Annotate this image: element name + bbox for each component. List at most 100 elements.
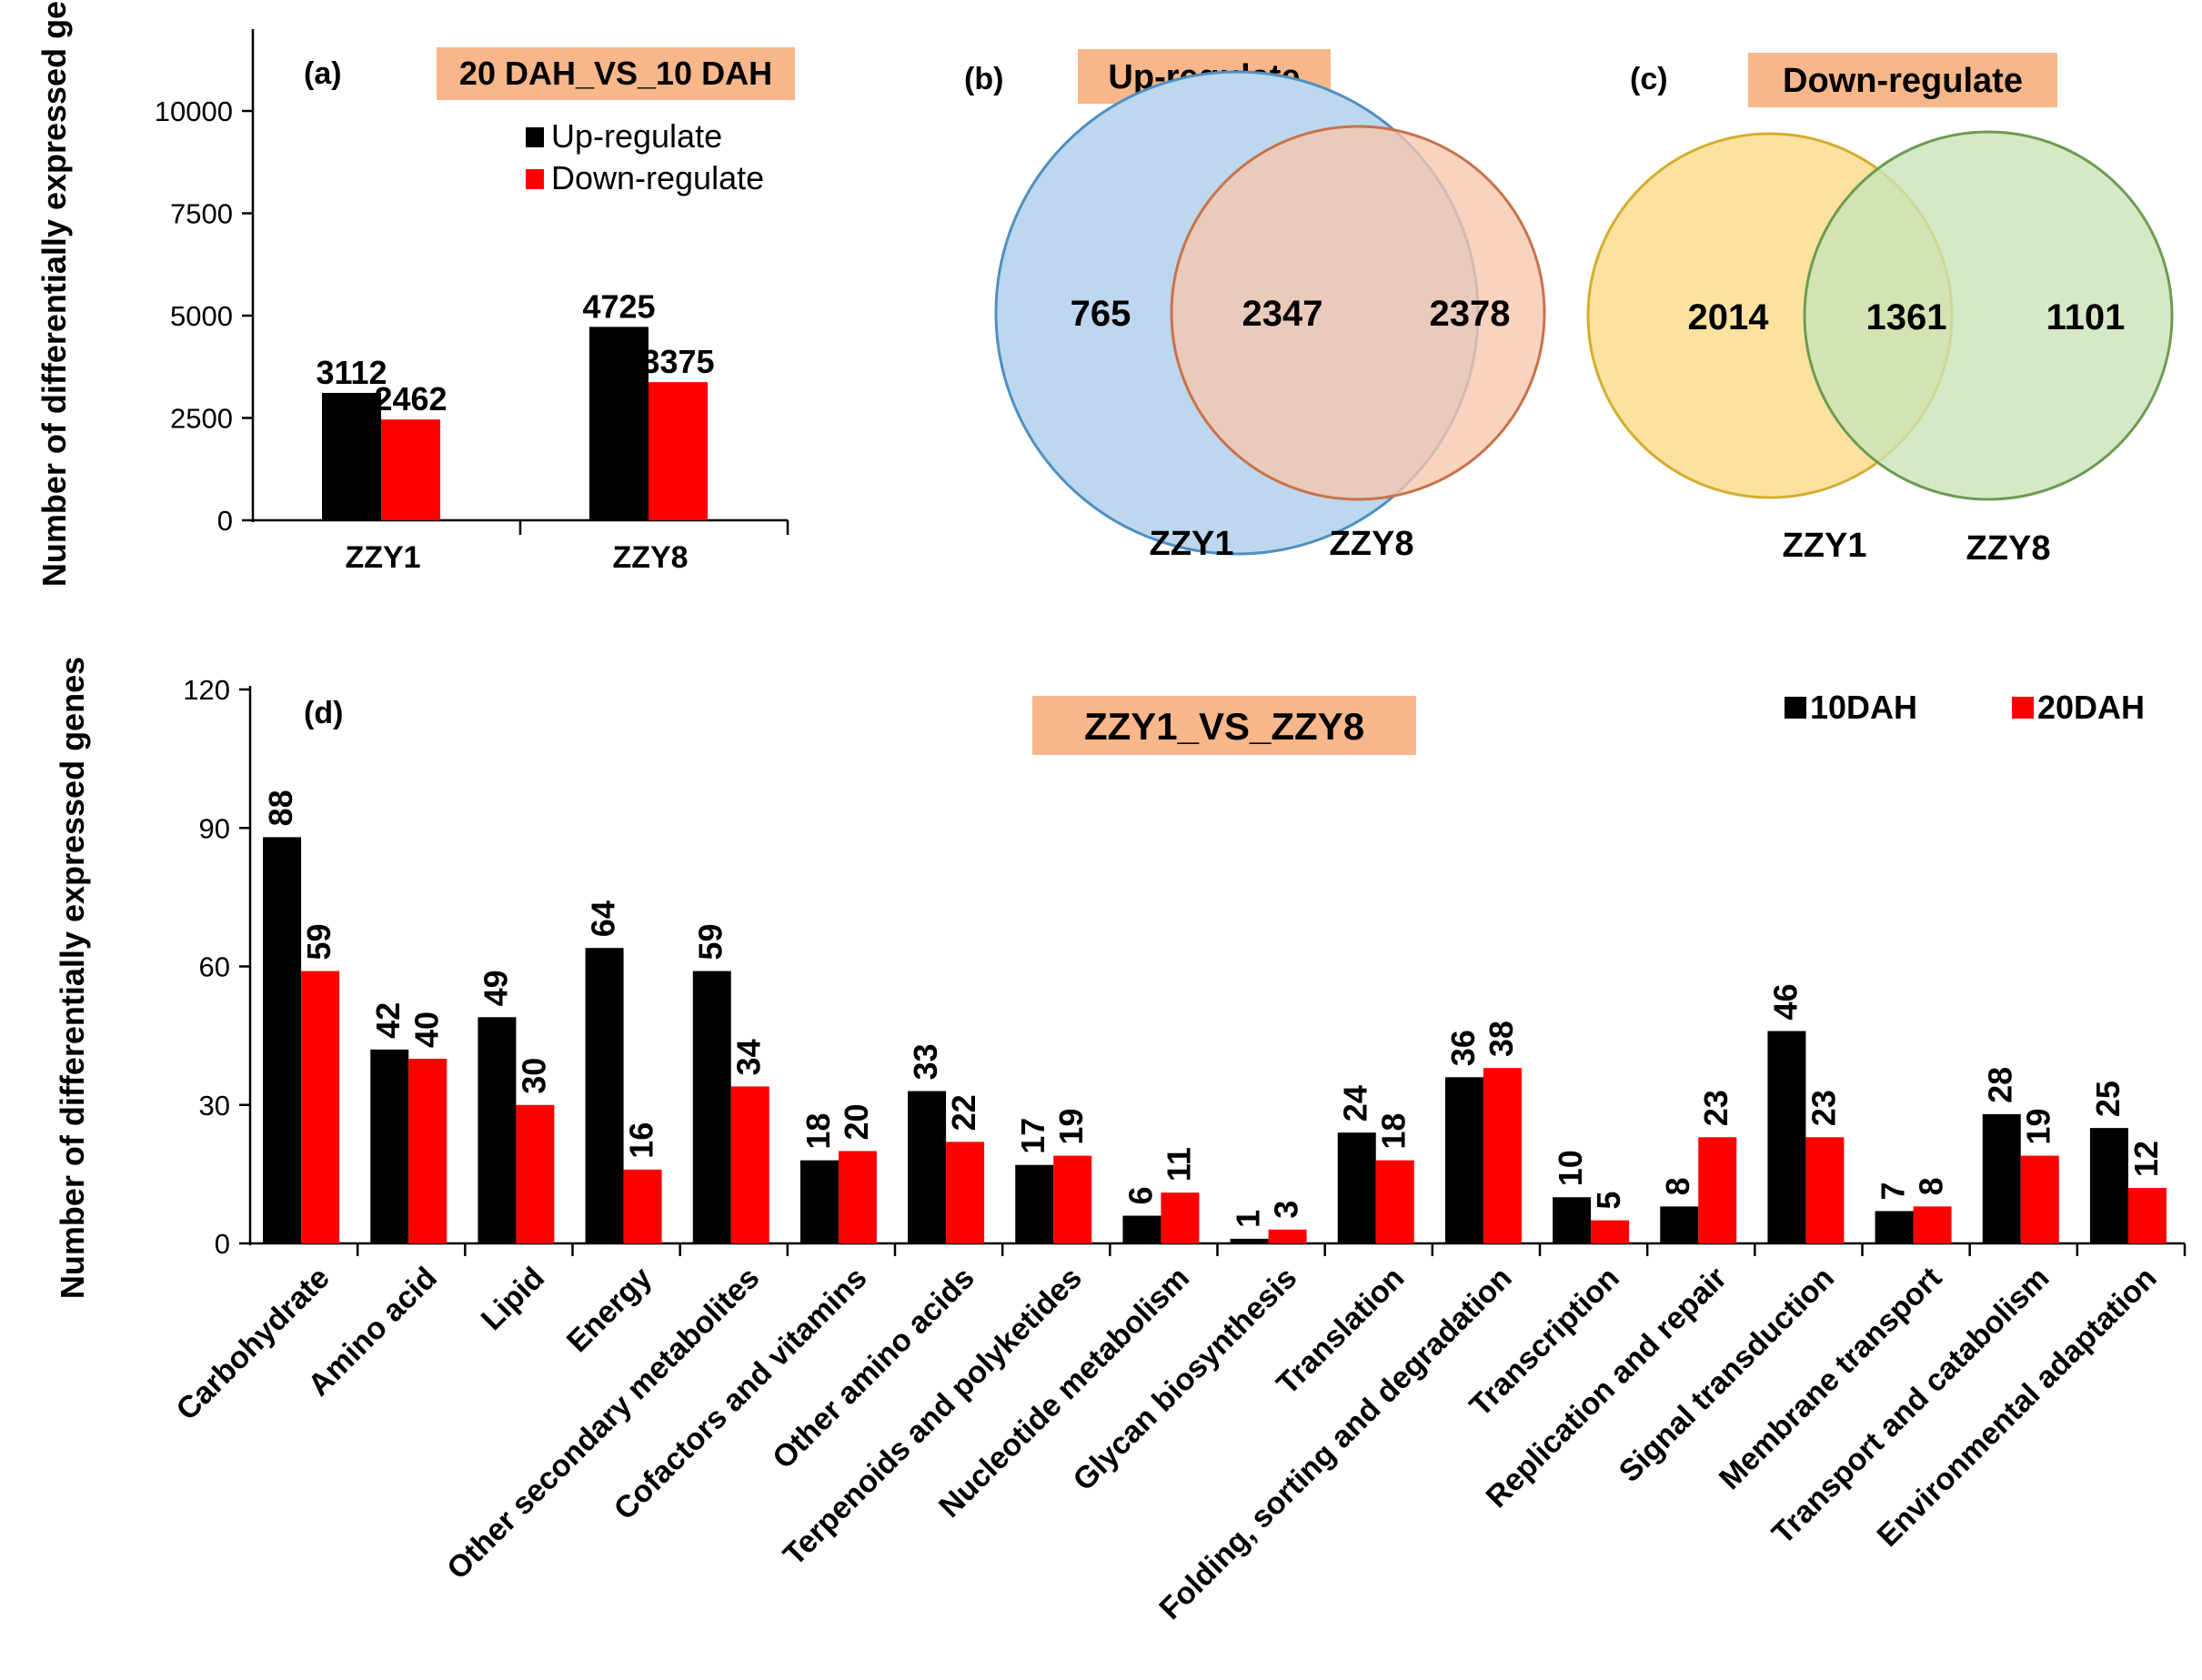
panel-d-bar: [1591, 1220, 1630, 1243]
panel-d-data-label: 10: [1552, 1150, 1589, 1186]
venn-b-overlap: 2347: [1242, 294, 1323, 334]
panel-d-bar: [1660, 1206, 1699, 1243]
panel-a-legend-label: Up-regulate: [551, 117, 722, 155]
panel-d-data-label: 20: [838, 1103, 875, 1140]
panel-d-bar: [1875, 1211, 1914, 1243]
panel-a-axes: 0 2500 5000 7500 10000 ZZY1 ZZY8: [155, 29, 789, 575]
venn-b-zzy1-only: 765: [1071, 294, 1131, 334]
panel-d-legend-label: 10DAH: [1810, 689, 1917, 726]
panel-a-legend-swatch: [526, 127, 544, 147]
panel-d-data-label: 8: [1913, 1177, 1950, 1195]
venn-b-set-label-zzy1: ZZY1: [1150, 525, 1234, 563]
panel-d-data-label: 16: [623, 1122, 660, 1159]
panel-d-data-label: 23: [1805, 1090, 1842, 1126]
panel-d-ytick-label: 60: [199, 951, 230, 983]
panel-d-bar: [301, 971, 340, 1243]
panel-d-title: ZZY1_VS_ZZY8: [1084, 705, 1364, 748]
panel-d-bar: [1161, 1192, 1200, 1243]
panel-a-title: 20 DAH_VS_10 DAH: [459, 55, 772, 92]
panel-a-data-label: 2462: [374, 380, 447, 417]
panel-a-legend-swatch: [526, 169, 544, 189]
panel-d-bar: [1053, 1155, 1092, 1243]
panel-d-bar: [799, 1160, 839, 1243]
panel-d-category-label: Energy: [560, 1261, 659, 1359]
panel-d-bar: [1483, 1068, 1522, 1243]
panel-d-bar: [623, 1169, 662, 1243]
panel-d-data-label: 36: [1444, 1030, 1482, 1066]
panel-a-ytick-label: 10000: [155, 96, 233, 127]
panel-d-ytick-label: 0: [215, 1228, 230, 1260]
panel-d-ytick-label: 30: [199, 1090, 230, 1122]
panel-d-category-label: Glycan biosynthesis: [1067, 1261, 1304, 1498]
panel-a-bar: [322, 392, 381, 520]
panel-d-label: (d): [304, 696, 343, 730]
panel-d-data-label: 8: [1659, 1177, 1696, 1195]
panel-d-data-label: 7: [1875, 1182, 1912, 1200]
panel-d-title-banner: [1032, 696, 1416, 755]
panel-d-bar: [370, 1049, 409, 1243]
panel-d-data-label: 6: [1121, 1187, 1159, 1205]
panel-d-data-label: 3: [1268, 1201, 1305, 1219]
panel-d-data-label: 28: [1982, 1067, 2019, 1103]
panel-d-category-label: Other amino acids: [766, 1261, 981, 1476]
panel-a-data-label: 4725: [582, 287, 655, 325]
panel-d-legend-swatch: [1785, 697, 1806, 719]
panel-d-bar: [1015, 1164, 1054, 1243]
panel-a-bar: [649, 382, 708, 520]
panel-d-data-label: 11: [1160, 1147, 1197, 1182]
panel-d-bar: [263, 837, 302, 1243]
panel-d-bar: [838, 1151, 877, 1243]
panel-b-venn: Up-regulate (b) 765 2347 2378 ZZY1 ZZY8: [964, 49, 1546, 563]
panel-d-legend: 10DAH 20DAH: [1785, 689, 2145, 726]
panel-d-ytick-label: 90: [199, 812, 230, 844]
panel-d-bar: [1767, 1031, 1806, 1243]
panel-a-data-label: 3112: [316, 354, 387, 391]
panel-d-data-label: 19: [1052, 1109, 1090, 1145]
panel-c-label: (c): [1630, 62, 1668, 96]
panel-d-data-label: 38: [1483, 1021, 1520, 1057]
panel-d-bar: [1444, 1077, 1483, 1243]
panel-d-bar: [408, 1059, 447, 1243]
panel-a-bar: [381, 419, 440, 520]
panel-d-bar: [2020, 1155, 2059, 1243]
venn-c-overlap: 1361: [1866, 297, 1947, 337]
panel-d-bar: [946, 1142, 985, 1243]
venn-c-zzy1-only: 2014: [1688, 297, 1770, 337]
panel-d-data-label: 34: [730, 1039, 768, 1075]
panel-d-bar: [1375, 1160, 1414, 1243]
panel-b-label: (b): [964, 62, 1003, 96]
panel-a-ytick-label: 2500: [170, 403, 233, 435]
panel-a-data-label: 3375: [641, 343, 714, 380]
panel-d-data-label: 18: [1375, 1113, 1413, 1150]
venn-c-set-label-zzy1: ZZY1: [1783, 527, 1867, 565]
panel-d-data-label: 59: [692, 924, 729, 961]
panel-d-category-label: Carbohydrate: [170, 1261, 337, 1427]
panel-a-category-label: ZZY1: [345, 540, 420, 575]
panel-d-bar: [1698, 1137, 1737, 1243]
panel-d-legend-label: 20DAH: [2037, 689, 2145, 726]
panel-d-category-label: Lipid: [475, 1261, 551, 1337]
panel-d-bar: [2089, 1128, 2128, 1243]
panel-a-legend: Up-regulate Down-regulate: [526, 117, 764, 196]
panel-d-data-label: 59: [300, 924, 337, 961]
venn-c-zzy8-only: 1101: [2046, 297, 2126, 337]
panel-d-bar: [908, 1091, 947, 1243]
panel-d-data-label: 12: [2127, 1141, 2165, 1177]
panel-d-bar: [516, 1104, 555, 1243]
panel-d-bar: [2127, 1188, 2167, 1243]
panel-d-data-label: 64: [585, 900, 622, 937]
panel-d-data-label: 46: [1766, 984, 1804, 1021]
panel-d-data-label: 88: [262, 790, 299, 826]
panel-d-data-label: 5: [1590, 1192, 1627, 1210]
panel-d-bar: [585, 948, 624, 1243]
panel-d-legend-swatch: [2012, 697, 2034, 719]
panel-c-title: Down-regulate: [1783, 62, 2023, 100]
panel-d-bar: [1553, 1197, 1592, 1243]
panel-d-data-label: 24: [1337, 1085, 1374, 1122]
panel-d-ylabel: Number of differentially expressed genes: [54, 657, 91, 1299]
panel-d-bar: [1268, 1229, 1307, 1243]
panel-d-data-label: 17: [1014, 1118, 1051, 1154]
panel-c-title-banner: [1748, 53, 2057, 107]
